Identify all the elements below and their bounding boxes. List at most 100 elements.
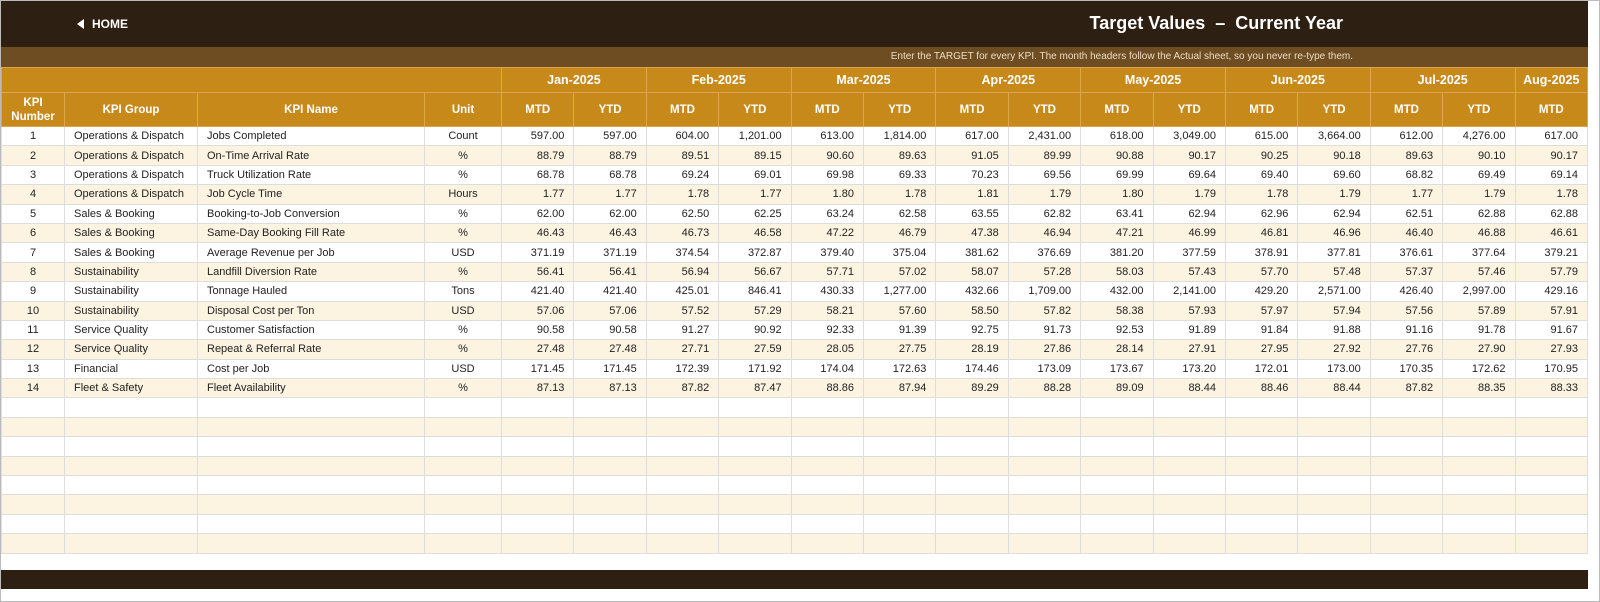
empty-cell [1080, 455, 1154, 477]
empty-cell [645, 397, 720, 418]
empty-cell [645, 436, 720, 457]
target-value: 57.94 [1297, 300, 1371, 321]
empty-cell [1152, 533, 1226, 554]
empty-row [1, 455, 1588, 477]
target-value: 27.86 [1007, 339, 1082, 360]
kpi-number: 9 [1, 281, 65, 302]
empty-cell [197, 397, 425, 418]
target-value: 87.13 [500, 378, 575, 399]
column-header: YTD [718, 92, 792, 127]
empty-cell [862, 436, 937, 457]
target-value: 3,664.00 [1297, 125, 1371, 147]
target-value: 172.62 [1442, 358, 1516, 380]
empty-cell [1080, 436, 1154, 457]
target-value: 88.86 [790, 378, 864, 399]
column-header: MTD [1080, 92, 1154, 127]
target-value: 91.78 [1442, 319, 1516, 341]
table-row: 9 Sustainability Tonnage Hauled Tons 421.40 4… [1, 281, 1588, 302]
kpi-number: 6 [1, 222, 65, 244]
empty-cell [64, 455, 198, 477]
target-value: 58.07 [935, 261, 1009, 283]
target-value: 46.79 [862, 222, 937, 244]
month-header: Jan-2025 [501, 67, 647, 93]
empty-cell [64, 416, 198, 438]
unit: % [424, 261, 502, 283]
empty-cell [1514, 533, 1588, 554]
empty-cell [1007, 416, 1082, 438]
target-value: 47.38 [935, 222, 1009, 244]
target-value: 90.10 [1442, 145, 1516, 166]
kpi-number: 12 [1, 339, 65, 360]
empty-cell [500, 455, 575, 477]
kpi-name: Customer Satisfaction [197, 319, 425, 341]
table-row: 13 Financial Cost per Job USD 171.45 171.45 17… [1, 358, 1588, 380]
target-value: 171.45 [500, 358, 575, 380]
unit: % [424, 145, 502, 166]
target-value: 62.00 [573, 203, 647, 224]
column-header: YTD [573, 92, 647, 127]
empty-cell [790, 513, 864, 535]
empty-cell [424, 533, 502, 554]
target-value: 27.75 [862, 339, 937, 360]
target-value: 27.59 [718, 339, 792, 360]
table-row: 3 Operations & Dispatch Truck Utilization … [1, 164, 1588, 186]
target-value: 91.88 [1297, 319, 1371, 341]
empty-cell [718, 455, 792, 477]
target-value: 90.58 [573, 319, 647, 341]
empty-cell [718, 397, 792, 418]
target-value: 88.44 [1152, 378, 1226, 399]
target-value: 425.01 [645, 281, 720, 302]
target-value: 377.64 [1442, 242, 1516, 263]
target-value: 4,276.00 [1442, 125, 1516, 147]
target-value: 62.58 [862, 203, 937, 224]
empty-cell [1, 475, 65, 496]
column-header: MTD [935, 92, 1009, 127]
month-header: Jun-2025 [1224, 67, 1371, 93]
empty-cell [1442, 513, 1516, 535]
empty-cell [197, 494, 425, 515]
empty-cell [1224, 416, 1299, 438]
target-value: 46.40 [1369, 222, 1444, 244]
column-header: Unit [424, 92, 502, 127]
empty-cell [1514, 513, 1588, 535]
empty-cell [935, 455, 1009, 477]
target-value: 173.67 [1080, 358, 1154, 380]
empty-cell [573, 416, 647, 438]
target-value: 432.00 [1080, 281, 1154, 302]
empty-cell [1224, 494, 1299, 515]
empty-cell [424, 475, 502, 496]
empty-cell [1442, 455, 1516, 477]
empty-row [1, 475, 1588, 496]
unit: Tons [424, 281, 502, 302]
target-value: 90.25 [1224, 145, 1299, 166]
kpi-number: 14 [1, 378, 65, 399]
target-value: 421.40 [573, 281, 647, 302]
kpi-group: Sustainability [64, 261, 198, 283]
kpi-name: Truck Utilization Rate [197, 164, 425, 186]
target-value: 57.97 [1224, 300, 1299, 321]
target-value: 375.04 [862, 242, 937, 263]
empty-cell [1, 513, 65, 535]
empty-cell [1514, 416, 1588, 438]
target-value: 378.91 [1224, 242, 1299, 263]
table-row: 7 Sales & Booking Average Revenue per Job U… [1, 242, 1588, 263]
month-header: Jul-2025 [1369, 67, 1516, 93]
empty-cell [1369, 475, 1444, 496]
empty-cell [935, 533, 1009, 554]
empty-cell [1514, 475, 1588, 496]
target-value: 1.79 [1297, 184, 1371, 205]
empty-cell [718, 475, 792, 496]
unit: USD [424, 242, 502, 263]
target-value: 57.28 [1007, 261, 1082, 283]
empty-cell [573, 436, 647, 457]
target-value: 69.98 [790, 164, 864, 186]
target-value: 27.48 [573, 339, 647, 360]
kpi-name: Cost per Job [197, 358, 425, 380]
kpi-number: 10 [1, 300, 65, 321]
target-value: 58.50 [935, 300, 1009, 321]
target-value: 88.44 [1297, 378, 1371, 399]
empty-cell [1224, 475, 1299, 496]
home-button[interactable]: HOME [77, 17, 128, 31]
kpi-group: Sustainability [64, 300, 198, 321]
target-value: 91.16 [1369, 319, 1444, 341]
